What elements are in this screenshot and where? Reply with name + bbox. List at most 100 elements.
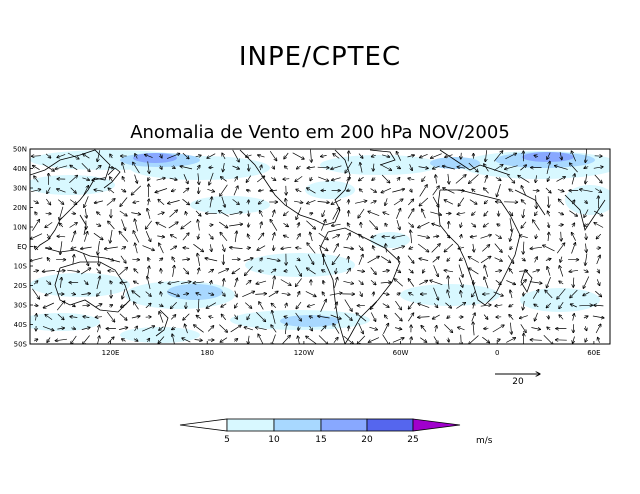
wind-vector — [145, 291, 152, 297]
wind-vector — [409, 247, 414, 249]
wind-vector — [258, 155, 265, 157]
wind-vector — [596, 255, 601, 265]
wind-vector — [182, 198, 190, 205]
wind-vector — [295, 278, 302, 286]
wind-vector — [110, 281, 112, 284]
wind-vector — [207, 188, 214, 191]
wind-vector — [307, 167, 316, 168]
colorbar-segment-3 — [320, 418, 368, 432]
wind-vector — [470, 236, 477, 237]
colorbar-segment-4 — [366, 418, 414, 432]
wind-vector — [457, 167, 466, 168]
wind-vector — [583, 316, 588, 318]
wind-vector — [183, 267, 188, 274]
wind-vector — [83, 253, 88, 266]
wind-vector — [93, 232, 103, 240]
wind-vector — [559, 302, 564, 309]
wind-vector — [530, 340, 542, 341]
wind-vector — [56, 271, 66, 272]
wind-vector — [166, 153, 180, 159]
wind-vector — [432, 314, 440, 319]
wind-vector — [56, 301, 65, 311]
wind-vector — [408, 222, 413, 228]
wind-vector — [509, 189, 514, 193]
wind-vector — [233, 186, 238, 196]
wind-vector — [409, 293, 414, 296]
wind-vector — [220, 232, 228, 242]
wind-vector — [395, 300, 401, 310]
wind-vector — [422, 176, 426, 181]
wind-vector — [71, 247, 77, 249]
wind-vector — [57, 236, 66, 237]
wind-vector — [570, 304, 577, 308]
wind-vector — [532, 190, 539, 191]
wind-vector — [369, 220, 377, 230]
wind-vector — [120, 197, 128, 207]
wind-vector — [197, 253, 201, 266]
wind-vector — [442, 166, 455, 170]
wind-vector — [573, 313, 575, 321]
wind-vector — [69, 199, 77, 205]
wind-vector — [46, 198, 50, 205]
wind-vector — [397, 293, 400, 295]
wind-vector — [395, 328, 402, 330]
wind-vector — [284, 316, 289, 317]
wind-vector — [147, 208, 151, 219]
wind-vector — [408, 268, 413, 273]
wind-vector — [196, 315, 202, 319]
wind-vector — [168, 280, 180, 283]
wind-vector — [205, 258, 218, 262]
wind-vector — [534, 257, 538, 263]
wind-vector — [258, 199, 264, 204]
wind-vector — [46, 233, 50, 239]
wind-vector — [548, 232, 549, 241]
wind-vector — [461, 291, 462, 298]
wind-vector — [521, 221, 527, 228]
wind-vector — [30, 233, 43, 240]
wind-vector — [156, 222, 167, 228]
wind-vector — [394, 279, 404, 287]
colorbar-segment-0 — [179, 418, 228, 432]
wind-vector — [343, 280, 353, 283]
wind-vector — [521, 186, 527, 196]
wind-vector — [232, 149, 240, 162]
wind-vector — [480, 235, 492, 239]
wind-vector — [431, 244, 441, 253]
wind-vector — [432, 196, 439, 207]
wind-vector — [482, 336, 489, 343]
wind-vector — [168, 222, 178, 229]
wind-vector — [82, 305, 89, 306]
wind-vector — [266, 257, 280, 261]
wind-vector — [371, 155, 376, 157]
wind-vector — [42, 163, 55, 171]
wind-vector — [259, 302, 264, 310]
wind-vector — [57, 313, 64, 320]
wind-vector — [281, 247, 292, 249]
wind-vector — [546, 161, 550, 174]
lat-label: EQ — [17, 243, 27, 251]
wind-vector — [569, 270, 579, 271]
wind-vector — [221, 303, 227, 307]
wind-vector — [433, 303, 438, 307]
wind-vector — [260, 165, 261, 171]
wind-vector — [306, 220, 315, 229]
wind-vector — [323, 281, 324, 285]
wind-vector — [530, 247, 543, 249]
wind-vector — [95, 317, 102, 318]
wind-vector — [242, 291, 254, 298]
wind-vector — [207, 326, 214, 332]
wind-vector — [547, 211, 549, 217]
wind-vector — [497, 224, 500, 226]
wind-vector — [495, 270, 501, 271]
wind-vector — [421, 325, 427, 332]
europe-coast — [439, 149, 511, 176]
page-title: INPE/CPTEC — [238, 42, 402, 72]
wind-vector — [81, 327, 90, 330]
wind-vector — [181, 220, 192, 229]
wind-vector — [198, 298, 199, 312]
wind-vector — [381, 174, 390, 183]
wind-vector — [583, 270, 589, 272]
wind-vector — [35, 212, 37, 216]
wind-vector — [32, 165, 40, 170]
wind-vector — [585, 174, 587, 184]
